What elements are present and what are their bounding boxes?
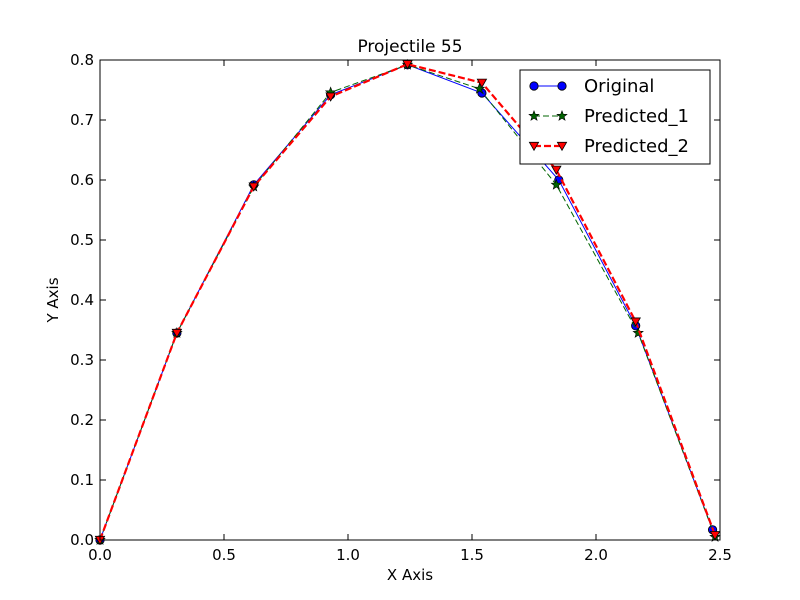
legend-label-predicted-1: Predicted_1 xyxy=(584,106,689,127)
legend-label-predicted-2: Predicted_2 xyxy=(584,136,689,157)
data-point-predicted-2 xyxy=(630,317,641,327)
legend-marker-predicted-1 xyxy=(528,109,540,121)
y-tick-label: 0.4 xyxy=(70,291,94,309)
x-axis-label: X Axis xyxy=(387,566,433,584)
y-tick-label: 0.5 xyxy=(70,231,94,249)
legend-marker-predicted-2 xyxy=(556,141,568,152)
y-tick-label: 0.7 xyxy=(70,111,94,129)
y-axis-label: Y Axis xyxy=(44,277,62,323)
y-tick-label: 0.1 xyxy=(70,471,94,489)
legend-marker-predicted-1 xyxy=(556,109,568,121)
data-point-predicted-2 xyxy=(325,92,336,102)
plot-area xyxy=(94,58,721,546)
y-tick-label: 0.2 xyxy=(70,411,94,429)
x-tick-label: 1.5 xyxy=(460,546,484,564)
legend-marker-original xyxy=(529,81,539,91)
data-point-predicted-2 xyxy=(709,531,721,541)
legend-marker-predicted-2 xyxy=(528,141,540,152)
data-point-predicted-2 xyxy=(402,60,413,70)
legend: Original Predicted_1 Predicted_2 xyxy=(519,69,711,165)
legend-marker-original xyxy=(557,81,567,91)
x-tick-label: 2.0 xyxy=(584,546,608,564)
data-point-predicted-1 xyxy=(632,326,644,338)
data-point-predicted-2 xyxy=(476,78,488,88)
y-tick-label: 0.0 xyxy=(70,531,94,549)
y-tick-label: 0.6 xyxy=(70,171,94,189)
x-tick-label: 1.0 xyxy=(336,546,360,564)
data-point-predicted-1 xyxy=(550,178,563,190)
x-tick-label: 0.0 xyxy=(88,546,112,564)
series-line-predicted-2 xyxy=(98,63,717,541)
x-tick-label: 0.5 xyxy=(212,546,236,564)
data-point-predicted-2 xyxy=(171,328,183,339)
x-tick-label: 2.5 xyxy=(708,546,732,564)
data-point-predicted-1 xyxy=(473,82,486,94)
data-point-predicted-2 xyxy=(551,165,562,175)
y-tick-label: 0.8 xyxy=(70,51,94,69)
legend-label-original: Original xyxy=(584,76,654,97)
data-point-predicted-2 xyxy=(248,182,260,192)
axes: 0.0 0.5 1.0 1.5 2.0 2.5 0.0 0.1 0.2 0.3 0.4 0.5 0.6 0… xyxy=(70,51,732,564)
y-tick-label: 0.3 xyxy=(70,351,94,369)
chart-title: Projectile 55 xyxy=(357,37,462,57)
